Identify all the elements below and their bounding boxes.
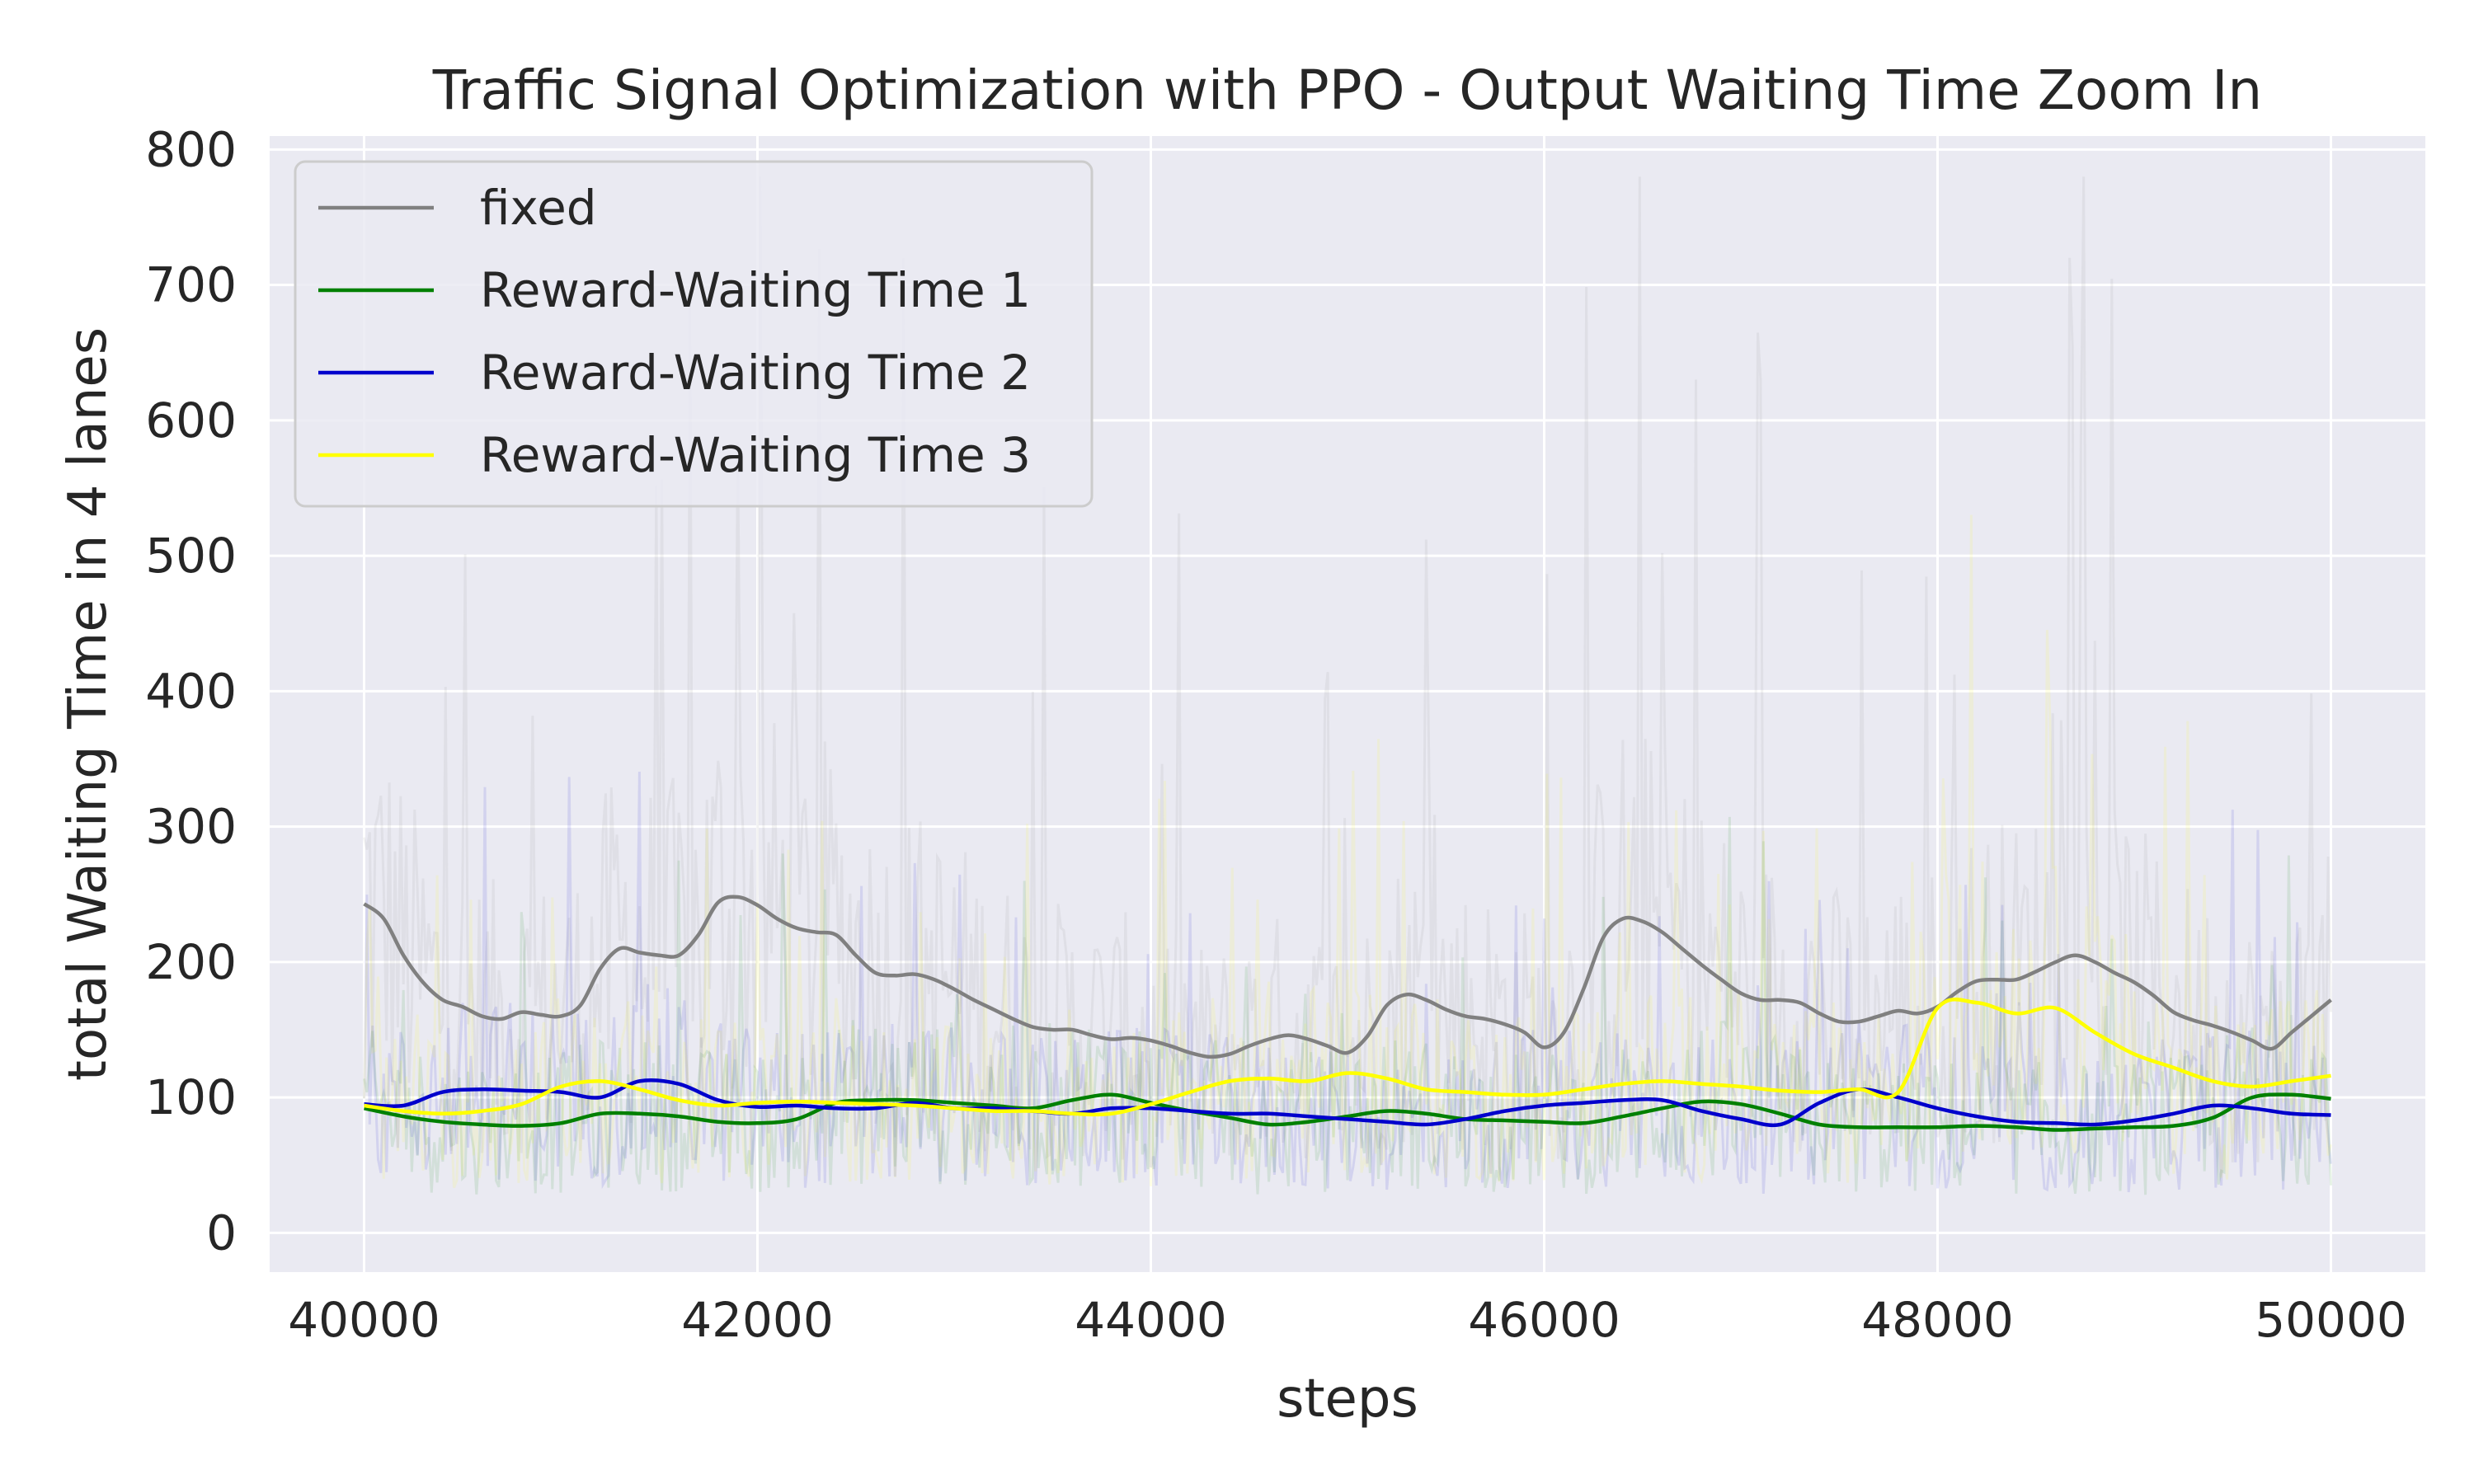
raw-trace-1 [363,176,2332,1162]
legend-label-2: Reward-Waiting Time 1 [480,262,1031,318]
y-tick-label: 200 [145,934,237,990]
tick-labels: 40000 42000 44000 46000 48000 50000 0 100 200 300… [145,121,2406,1348]
y-tick-label: 100 [145,1069,237,1125]
y-tick-label: 500 [145,528,237,584]
y-tick-label: 600 [145,392,237,448]
y-tick-label: 800 [145,121,237,177]
raw-trace-4 [363,514,2332,1189]
smoothed-series-lines [363,895,2332,1132]
series-line-2 [364,1092,2331,1132]
legend: fixed Reward-Waiting Time 1 Reward-Waiting… [294,160,1094,508]
x-tick-label: 44000 [1075,1292,1227,1348]
series-line-4 [364,998,2331,1117]
x-tick-label: 46000 [1468,1292,1620,1348]
raw-trace-2 [363,816,2332,1195]
legend-label-1: fixed [480,180,597,236]
x-tick-label: 50000 [2255,1292,2407,1348]
y-tick-label: 700 [145,257,237,313]
x-tick-label: 42000 [681,1292,834,1348]
series-line-3 [364,1078,2331,1128]
x-axis-label: steps [1277,1369,1418,1430]
x-tick-label: 40000 [288,1292,440,1348]
chart-title: Traffic Signal Optimization with PPO - O… [432,59,2263,122]
series-line-1 [363,895,2332,1059]
y-tick-label: 400 [145,663,237,719]
y-tick-label: 0 [206,1205,237,1261]
legend-label-3: Reward-Waiting Time 2 [480,345,1031,401]
legend-label-4: Reward-Waiting Time 3 [480,427,1031,483]
y-axis-label: total Waiting Time in 4 lanes [58,327,119,1081]
x-tick-label: 48000 [1861,1292,2014,1348]
legend-box [294,160,1094,508]
grid-lines [270,136,2425,1272]
y-tick-label: 300 [145,799,237,855]
